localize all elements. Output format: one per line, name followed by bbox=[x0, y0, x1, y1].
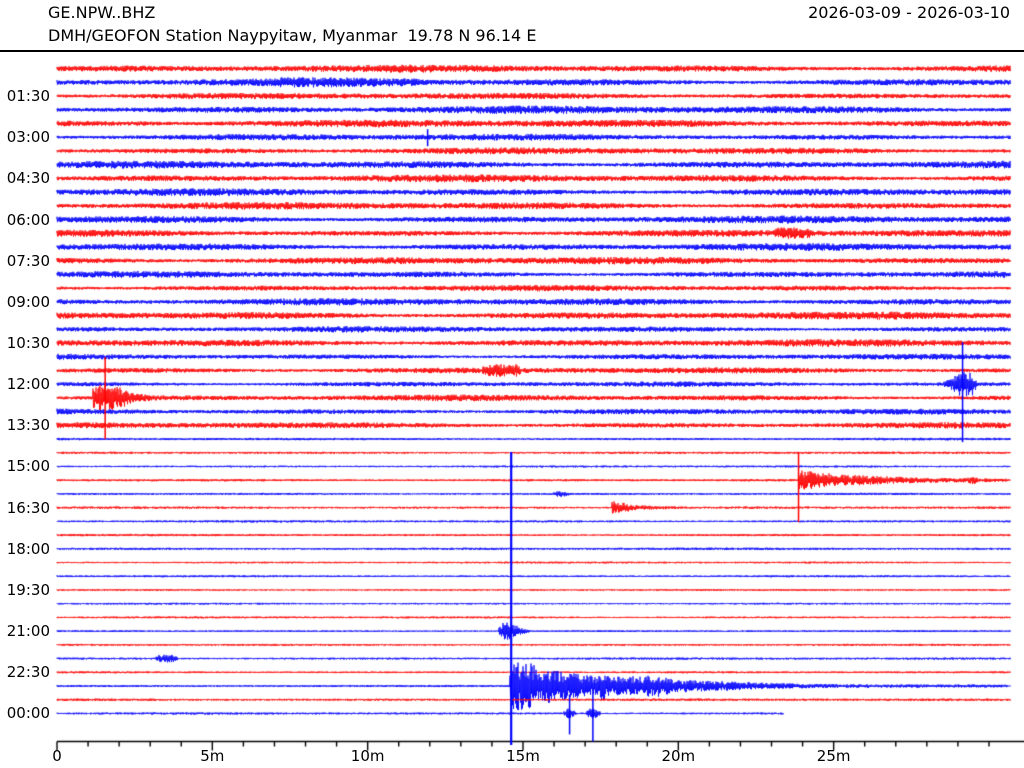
y-axis-time-label: 06:00 bbox=[6, 210, 50, 229]
y-axis-time-label: 03:00 bbox=[6, 128, 50, 147]
station-description: DMH/GEOFON Station Naypyitaw, Myanmar 19… bbox=[48, 26, 537, 45]
x-axis-minute-label: 25m bbox=[816, 747, 851, 765]
date-range: 2026-03-09 - 2026-03-10 bbox=[808, 3, 1010, 22]
x-axis-minute-label: 20m bbox=[661, 747, 696, 765]
x-axis-minute-label: 15m bbox=[506, 747, 540, 765]
y-axis-time-label: 21:00 bbox=[6, 622, 50, 641]
y-axis-time-label: 13:30 bbox=[6, 416, 50, 435]
y-axis-time-label: 09:00 bbox=[6, 292, 50, 311]
station-id: GE.NPW..BHZ bbox=[48, 3, 156, 22]
y-axis-time-label: 00:00 bbox=[6, 704, 50, 723]
y-axis-time-label: 22:30 bbox=[6, 663, 50, 682]
y-axis-time-label: 19:30 bbox=[6, 580, 50, 599]
y-axis-time-label: 04:30 bbox=[6, 169, 50, 188]
y-axis-time-label: 12:00 bbox=[6, 375, 50, 394]
y-axis-time-label: 01:30 bbox=[6, 87, 50, 106]
y-axis-time-label: 15:00 bbox=[6, 457, 50, 476]
y-axis-time-label: 07:30 bbox=[6, 251, 50, 270]
y-axis-time-label: 10:30 bbox=[6, 334, 50, 352]
y-axis-time-label: 16:30 bbox=[6, 498, 50, 517]
x-axis-minute-label: 10m bbox=[350, 747, 385, 765]
x-axis-minute-label: 0 bbox=[52, 747, 62, 765]
y-axis-time-label: 18:00 bbox=[6, 539, 50, 558]
header-divider bbox=[0, 50, 1024, 52]
x-axis-minute-label: 5m bbox=[200, 747, 225, 765]
